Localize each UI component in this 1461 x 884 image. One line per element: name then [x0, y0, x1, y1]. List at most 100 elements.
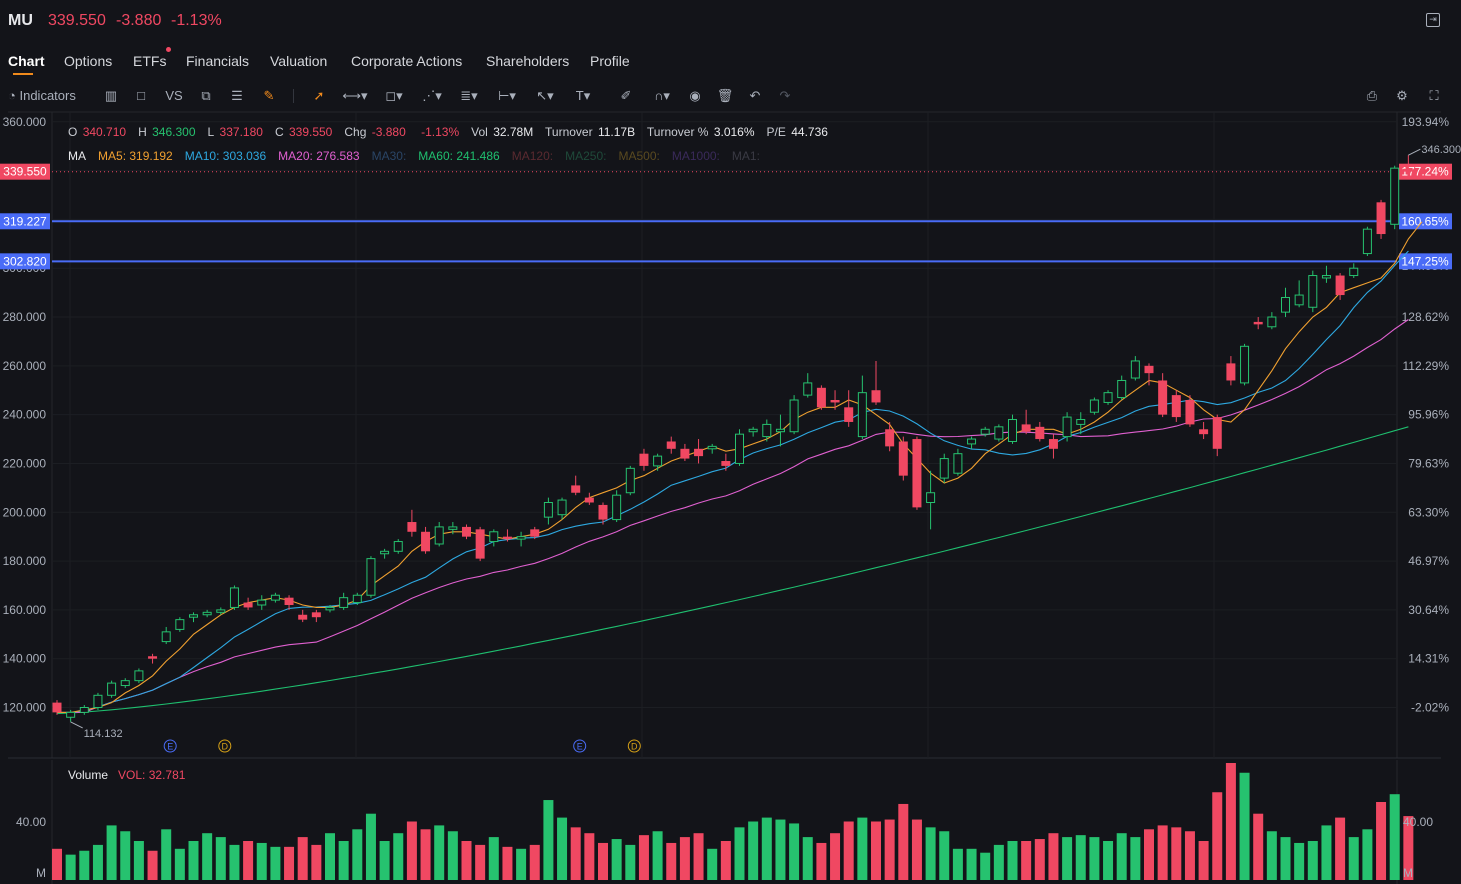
- volume-bar: [543, 800, 554, 880]
- tab-shareholders[interactable]: Shareholders: [486, 53, 570, 69]
- tab-options[interactable]: Options: [64, 53, 113, 69]
- open-label: O: [68, 125, 78, 139]
- ma5-value: MA5: 319.192: [98, 149, 173, 163]
- candle-body: [448, 526, 458, 530]
- volume-bar: [884, 819, 895, 880]
- tab-etfs[interactable]: ETFs: [133, 53, 167, 69]
- magnet-icon[interactable]: ∩▾: [654, 88, 670, 103]
- chart-style-icon[interactable]: ⧉: [201, 88, 211, 103]
- volume-bar: [188, 841, 199, 880]
- volume-bar: [666, 842, 677, 880]
- candle-body: [516, 536, 526, 540]
- candle-body: [1376, 202, 1386, 235]
- candle-body: [462, 526, 471, 537]
- candle-body: [393, 541, 403, 552]
- volume-bar: [1157, 825, 1168, 880]
- pattern-tool-icon[interactable]: ⋰▾: [422, 88, 442, 103]
- volume-bar: [1184, 831, 1195, 880]
- volume-bar: [1021, 841, 1032, 880]
- rectangle-icon[interactable]: □: [137, 88, 145, 103]
- volume-bar: [611, 839, 622, 880]
- volume-bar: [161, 829, 172, 880]
- tab-valuation[interactable]: Valuation: [270, 53, 328, 69]
- volume-bar: [243, 841, 254, 880]
- eye-icon[interactable]: ◉: [689, 88, 701, 103]
- volume-bar: [338, 841, 349, 880]
- undo-icon[interactable]: ↶: [749, 88, 761, 103]
- gauge-icon: ◔: [8, 88, 16, 103]
- volume-bar: [202, 833, 213, 880]
- candle-body: [1021, 424, 1031, 432]
- volume-bar: [871, 821, 881, 880]
- volume-bar: [993, 844, 1004, 880]
- candle-body: [844, 407, 854, 422]
- event-label: D: [631, 742, 638, 752]
- candle-body: [762, 423, 772, 438]
- y-axis-left-label: 160.000: [3, 603, 47, 617]
- tab-financials[interactable]: Financials: [186, 53, 250, 69]
- shape-tool-icon[interactable]: ◻▾: [385, 88, 403, 103]
- candle-body: [885, 429, 895, 447]
- candle-type-icon[interactable]: ▥: [104, 88, 118, 103]
- brush-icon[interactable]: ✐: [620, 88, 632, 103]
- volume-bar: [843, 821, 854, 880]
- volume-bar: [748, 821, 759, 880]
- candle-body: [311, 612, 321, 618]
- candle-body: [598, 504, 608, 520]
- volume-bar: [92, 844, 103, 880]
- hline-pct-label: 160.65%: [1401, 214, 1449, 228]
- drawing-pen-icon[interactable]: ✎: [263, 88, 275, 103]
- volume-bar: [352, 829, 363, 880]
- measure-tool-icon[interactable]: ⊢▾: [498, 88, 516, 103]
- tab-corporate-actions[interactable]: Corporate Actions: [351, 53, 463, 69]
- fib-tool-icon[interactable]: ≣▾: [460, 88, 478, 103]
- tab-profile[interactable]: Profile: [590, 53, 630, 69]
- cursor-icon[interactable]: ➚: [313, 88, 325, 103]
- camera-icon[interactable]: ⎙: [1366, 88, 1378, 103]
- y-axis-left-label: 360.000: [3, 115, 47, 129]
- candle-body: [666, 441, 676, 449]
- fullscreen-icon[interactable]: ⛶: [1429, 88, 1439, 103]
- volume-bar: [229, 844, 240, 880]
- volume-bar: [939, 831, 950, 880]
- volume-bar: [365, 813, 376, 880]
- redo-icon[interactable]: ↷: [779, 88, 791, 103]
- hline-price-tag: [0, 253, 50, 270]
- trash-icon[interactable]: 🗑: [716, 88, 734, 103]
- tab-chart[interactable]: Chart: [8, 53, 45, 69]
- volume-bar: [1389, 794, 1400, 880]
- candle-body: [52, 702, 62, 713]
- y-axis-left-label: 180.000: [3, 554, 47, 568]
- y-axis-right-label: 14.31%: [1408, 652, 1449, 666]
- active-tab-indicator: [13, 73, 33, 75]
- text-tool-icon[interactable]: T▾: [575, 88, 591, 103]
- volume-bar: [1062, 837, 1073, 880]
- candle-body: [1062, 416, 1072, 438]
- volume-bar: [720, 841, 731, 880]
- collapse-panel-icon[interactable]: ⇥: [1426, 13, 1440, 27]
- candle-body: [325, 606, 335, 611]
- volume-bar: [1034, 839, 1045, 880]
- text-align-icon[interactable]: ☰: [231, 88, 243, 103]
- min-price-label: 114.132: [84, 728, 123, 740]
- high-value: 346.300: [152, 125, 196, 139]
- high-label: H: [138, 125, 147, 139]
- event-label: E: [577, 742, 583, 752]
- volume-bar: [325, 833, 335, 880]
- candle-body: [639, 453, 649, 466]
- arrow-tool-icon[interactable]: ↖▾: [536, 88, 554, 103]
- ma10-line: [57, 250, 1409, 713]
- settings-icon[interactable]: ⚙: [1396, 88, 1408, 103]
- candle-body: [1212, 417, 1222, 449]
- indicators-button[interactable]: ◔ Indicators: [8, 87, 76, 105]
- candle-body: [980, 428, 990, 435]
- volume-bar: [789, 823, 800, 880]
- event-marker: [627, 739, 641, 753]
- ma1000-value: MA1000:: [671, 149, 720, 163]
- candle-body: [830, 399, 840, 403]
- volume-bar: [952, 848, 963, 880]
- candle-body: [1403, 168, 1413, 172]
- line-tool-icon[interactable]: ⟷▾: [342, 88, 368, 103]
- compare-button[interactable]: VS: [165, 88, 183, 103]
